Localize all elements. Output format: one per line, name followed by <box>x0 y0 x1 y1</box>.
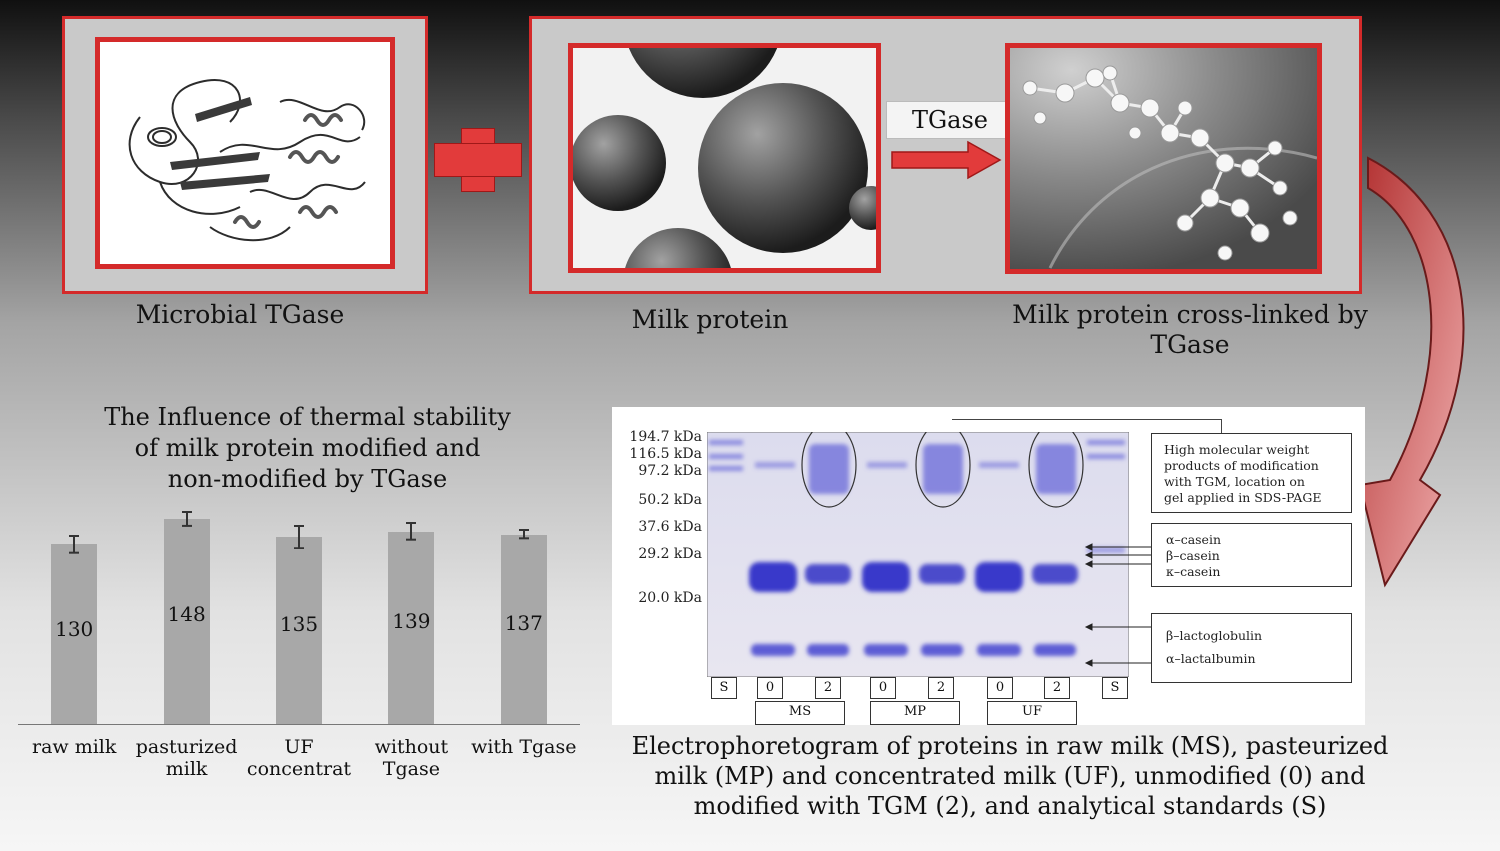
bar-value-label: 139 <box>392 609 431 634</box>
tgase-label-box: TGase <box>886 101 1014 139</box>
legend-whey: β–lactoglobulin α–lactalbumin <box>1151 613 1352 683</box>
milk-protein-panel: TGase <box>529 16 1362 294</box>
lane-label: 2 <box>815 677 841 699</box>
error-bar <box>181 511 192 528</box>
caption-crosslinked-line2: TGase <box>1150 330 1230 359</box>
legend-hmw-line: products of modification <box>1164 458 1319 473</box>
kda-marker: 20.0 kDa <box>638 590 702 606</box>
chart-bar: 137 <box>500 534 547 725</box>
error-bar <box>518 529 529 540</box>
plus-icon <box>434 128 522 192</box>
chart-title-line: of milk protein modified and <box>134 434 481 462</box>
lane-group-label: MP <box>870 701 960 725</box>
chart-bar: 148 <box>163 519 210 725</box>
kda-marker: 37.6 kDa <box>638 519 702 535</box>
lane-label: 2 <box>928 677 954 699</box>
lane-label: 0 <box>757 677 783 699</box>
legend-connector <box>1221 419 1222 433</box>
bar-value-label: 137 <box>504 610 543 635</box>
chart-bar: 135 <box>276 537 322 725</box>
legend-hmw-line: High molecular weight <box>1164 442 1310 457</box>
gel-image <box>706 422 1130 678</box>
lane-label: 0 <box>987 677 1013 699</box>
chart-title-line: The Influence of thermal stability <box>104 403 511 431</box>
x-category-label: pasturized milk <box>135 736 238 780</box>
legend-beta-lactoglobulin: β–lactoglobulin <box>1166 628 1263 643</box>
kda-marker-list: 194.7 kDa 116.5 kDa 97.2 kDa 50.2 kDa 37.6 k… <box>620 429 706 609</box>
legend-beta-casein: β–casein <box>1166 548 1220 563</box>
lane-group-label: MS <box>755 701 845 725</box>
caption-crosslinked: Milk protein cross-linked by TGase <box>960 300 1420 360</box>
milk-protein-image <box>568 43 881 273</box>
legend-hmw: High molecular weight products of modifi… <box>1151 433 1352 513</box>
bar-value-label: 130 <box>55 616 94 641</box>
lane-label: S <box>711 677 737 699</box>
crosslinked-molecule-image <box>1005 43 1322 274</box>
legend-kappa-casein: κ–casein <box>1166 564 1221 579</box>
x-category-label: raw milk <box>31 736 117 758</box>
chart-categories: raw milk pasturized milk UF concentrat withou… <box>18 736 580 786</box>
band-pointer-arrows <box>1084 543 1151 667</box>
legend-alpha-lactalbumin: α–lactalbumin <box>1166 651 1256 666</box>
gel-caption: Electrophoretogram of proteins in raw mi… <box>585 731 1435 821</box>
kda-marker: 50.2 kDa <box>638 492 702 508</box>
gel-caption-line: Electrophoretogram of proteins in raw mi… <box>631 732 1389 760</box>
caption-milk-protein: Milk protein <box>631 305 789 334</box>
chart-baseline <box>18 724 580 725</box>
microbial-tgase-panel <box>62 16 428 294</box>
bar-value-label: 135 <box>279 612 319 637</box>
caption-microbial-tgase: Microbial TGase <box>135 300 345 329</box>
chart-title-line: non-modified by TGase <box>167 465 448 493</box>
kda-marker: 116.5 kDa <box>629 446 702 462</box>
legend-connector <box>952 419 1222 420</box>
legend-hmw-line: with TGM, location on <box>1164 474 1305 489</box>
chart-bar: 130 <box>51 544 98 725</box>
lane-label: 2 <box>1044 677 1070 699</box>
error-bar <box>406 522 417 542</box>
bar-value-label: 148 <box>167 601 206 626</box>
protein-ribbon-structure-image <box>128 79 366 242</box>
bar-chart: 130 148 135 139 137 <box>18 490 580 725</box>
lane-group-label: UF <box>987 701 1077 725</box>
x-category-label: without Tgase <box>374 736 449 780</box>
curved-arrow-icon <box>1340 150 1500 600</box>
group-label-row: MS MP UF <box>707 701 1129 725</box>
kda-marker: 97.2 kDa <box>638 463 702 479</box>
right-arrow-icon <box>890 140 1002 180</box>
legend-alpha-casein: α–casein <box>1166 532 1222 547</box>
tgase-structure-image <box>95 37 395 269</box>
gel-caption-line: modified with TGM (2), and analytical st… <box>693 792 1327 820</box>
error-bar <box>294 525 304 550</box>
kda-marker: 29.2 kDa <box>638 546 702 562</box>
kda-marker: 194.7 kDa <box>629 429 702 445</box>
error-bar <box>69 534 80 554</box>
lane-label: S <box>1102 677 1128 699</box>
gel-caption-line: milk (MP) and concentrated milk (UF), un… <box>654 762 1366 790</box>
caption-crosslinked-line1: Milk protein cross-linked by <box>1012 300 1368 329</box>
x-category-label: with Tgase <box>471 736 577 758</box>
chart-title: The Influence of thermal stability of mi… <box>60 402 555 495</box>
lane-label: 0 <box>870 677 896 699</box>
legend-hmw-line: gel applied in SDS-PAGE <box>1164 490 1322 505</box>
x-category-label: UF concentrat <box>246 736 352 780</box>
chart-bar: 139 <box>388 531 435 725</box>
electrophoresis-panel: 194.7 kDa 116.5 kDa 97.2 kDa 50.2 kDa 37.6 k… <box>612 407 1365 725</box>
legend-casein: α–casein β–casein κ–casein <box>1151 523 1352 587</box>
